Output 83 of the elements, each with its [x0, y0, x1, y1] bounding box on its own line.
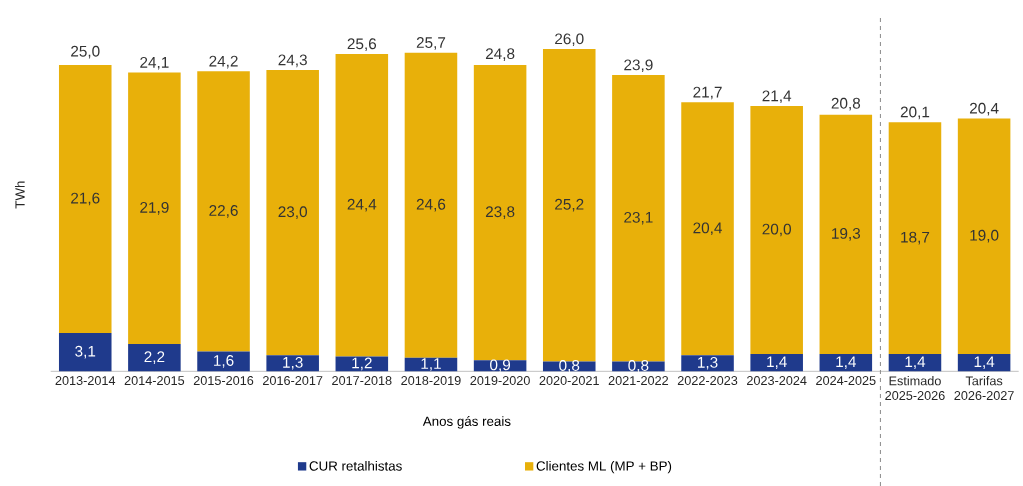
- x-axis-title: Anos gás reais: [422, 416, 511, 429]
- data-label: 1,4: [767, 356, 787, 369]
- x-tick-label: 2024-2025: [816, 376, 876, 386]
- data-label: 23,8: [485, 206, 515, 219]
- x-tick-label: 2014-2015: [124, 376, 185, 386]
- annotation: 24,8: [485, 48, 515, 61]
- bar: [681, 355, 734, 372]
- x-tick-label: 2020-2021: [539, 376, 599, 386]
- bar: [197, 71, 250, 352]
- annotation: 25,0: [71, 45, 100, 59]
- legend-label: Clientes ML (MP + BP): [536, 460, 672, 474]
- data-label: 2,2: [144, 351, 165, 365]
- annotation: 24,1: [140, 56, 169, 70]
- bar: [750, 106, 803, 354]
- data-label: 20,0: [762, 223, 791, 237]
- bar: [266, 355, 319, 372]
- bar: [819, 114, 873, 354]
- annotation: 20,1: [900, 106, 930, 120]
- annotation: 21,4: [762, 90, 792, 104]
- x-tick-label: 2021-2022: [608, 376, 669, 386]
- bar: [473, 65, 527, 361]
- data-label: 0,8: [559, 360, 580, 373]
- bar: [266, 70, 319, 356]
- annotation: 20,4: [969, 102, 999, 116]
- annotation: 25,6: [347, 38, 377, 52]
- x-tick-label: 2019-2020: [470, 376, 530, 386]
- bar: [819, 353, 873, 372]
- x-tick-label: 2022-2023: [677, 376, 738, 386]
- annotation: 25,7: [416, 37, 446, 50]
- data-label: 24,4: [347, 198, 377, 212]
- data-label: 20,4: [693, 222, 722, 236]
- data-label: 1,1: [421, 358, 441, 371]
- bar: [750, 353, 803, 372]
- data-label: 0,9: [490, 359, 511, 373]
- x-tick-label: 2015-2016: [193, 376, 254, 386]
- bar: [888, 122, 942, 354]
- legend-label: CUR retalhistas: [309, 460, 402, 471]
- data-label: 23,0: [278, 206, 307, 219]
- data-label: 19,0: [970, 229, 999, 243]
- bar: [335, 53, 389, 357]
- y-axis-title: TWh: [14, 181, 25, 209]
- bar: [681, 102, 734, 356]
- annotation: 23,9: [624, 59, 653, 73]
- data-label: 1,6: [214, 355, 234, 368]
- annotation: 24,2: [209, 55, 238, 69]
- data-label: 3,1: [75, 345, 96, 359]
- x-tick-label: 2023-2024: [747, 376, 807, 386]
- data-label: 19,3: [832, 228, 861, 241]
- x-tick-label: Estimado 2025-2026: [885, 376, 945, 401]
- bar: [128, 72, 181, 345]
- bar: [957, 118, 1011, 354]
- bar: [542, 49, 596, 362]
- data-label: 18,7: [901, 231, 930, 245]
- bar: [335, 356, 389, 372]
- bar: [58, 332, 112, 372]
- bar: [957, 353, 1011, 372]
- data-label: 1,4: [836, 356, 857, 369]
- annotation: 26,0: [555, 33, 584, 47]
- x-tick-label: 2016-2017: [263, 376, 323, 386]
- data-label: 21,6: [71, 192, 100, 206]
- bar: [197, 351, 250, 372]
- x-tick-label: Tarifas 2026-2027: [954, 376, 1014, 401]
- data-label: 25,2: [555, 198, 584, 212]
- data-label: 1,4: [905, 356, 926, 369]
- data-label: 24,6: [416, 198, 446, 212]
- data-label: 1,3: [283, 356, 303, 370]
- annotation: 21,7: [693, 86, 722, 100]
- x-tick-label: 2017-2018: [332, 376, 392, 386]
- bar: [612, 75, 665, 362]
- data-label: 1,4: [974, 356, 995, 369]
- annotation: 24,3: [278, 54, 307, 68]
- data-label: 1,2: [352, 357, 372, 371]
- data-label: 23,1: [624, 211, 653, 225]
- data-label: 0,8: [628, 360, 649, 373]
- data-label: 1,3: [698, 356, 718, 370]
- data-label: 22,6: [209, 205, 238, 218]
- bar: [404, 52, 458, 358]
- bar: [58, 65, 112, 333]
- annotation: 20,8: [831, 97, 861, 111]
- x-tick-label: 2018-2019: [401, 376, 461, 386]
- x-tick-label: 2013-2014: [55, 376, 116, 386]
- data-label: 21,9: [140, 201, 169, 215]
- bar: [128, 344, 181, 372]
